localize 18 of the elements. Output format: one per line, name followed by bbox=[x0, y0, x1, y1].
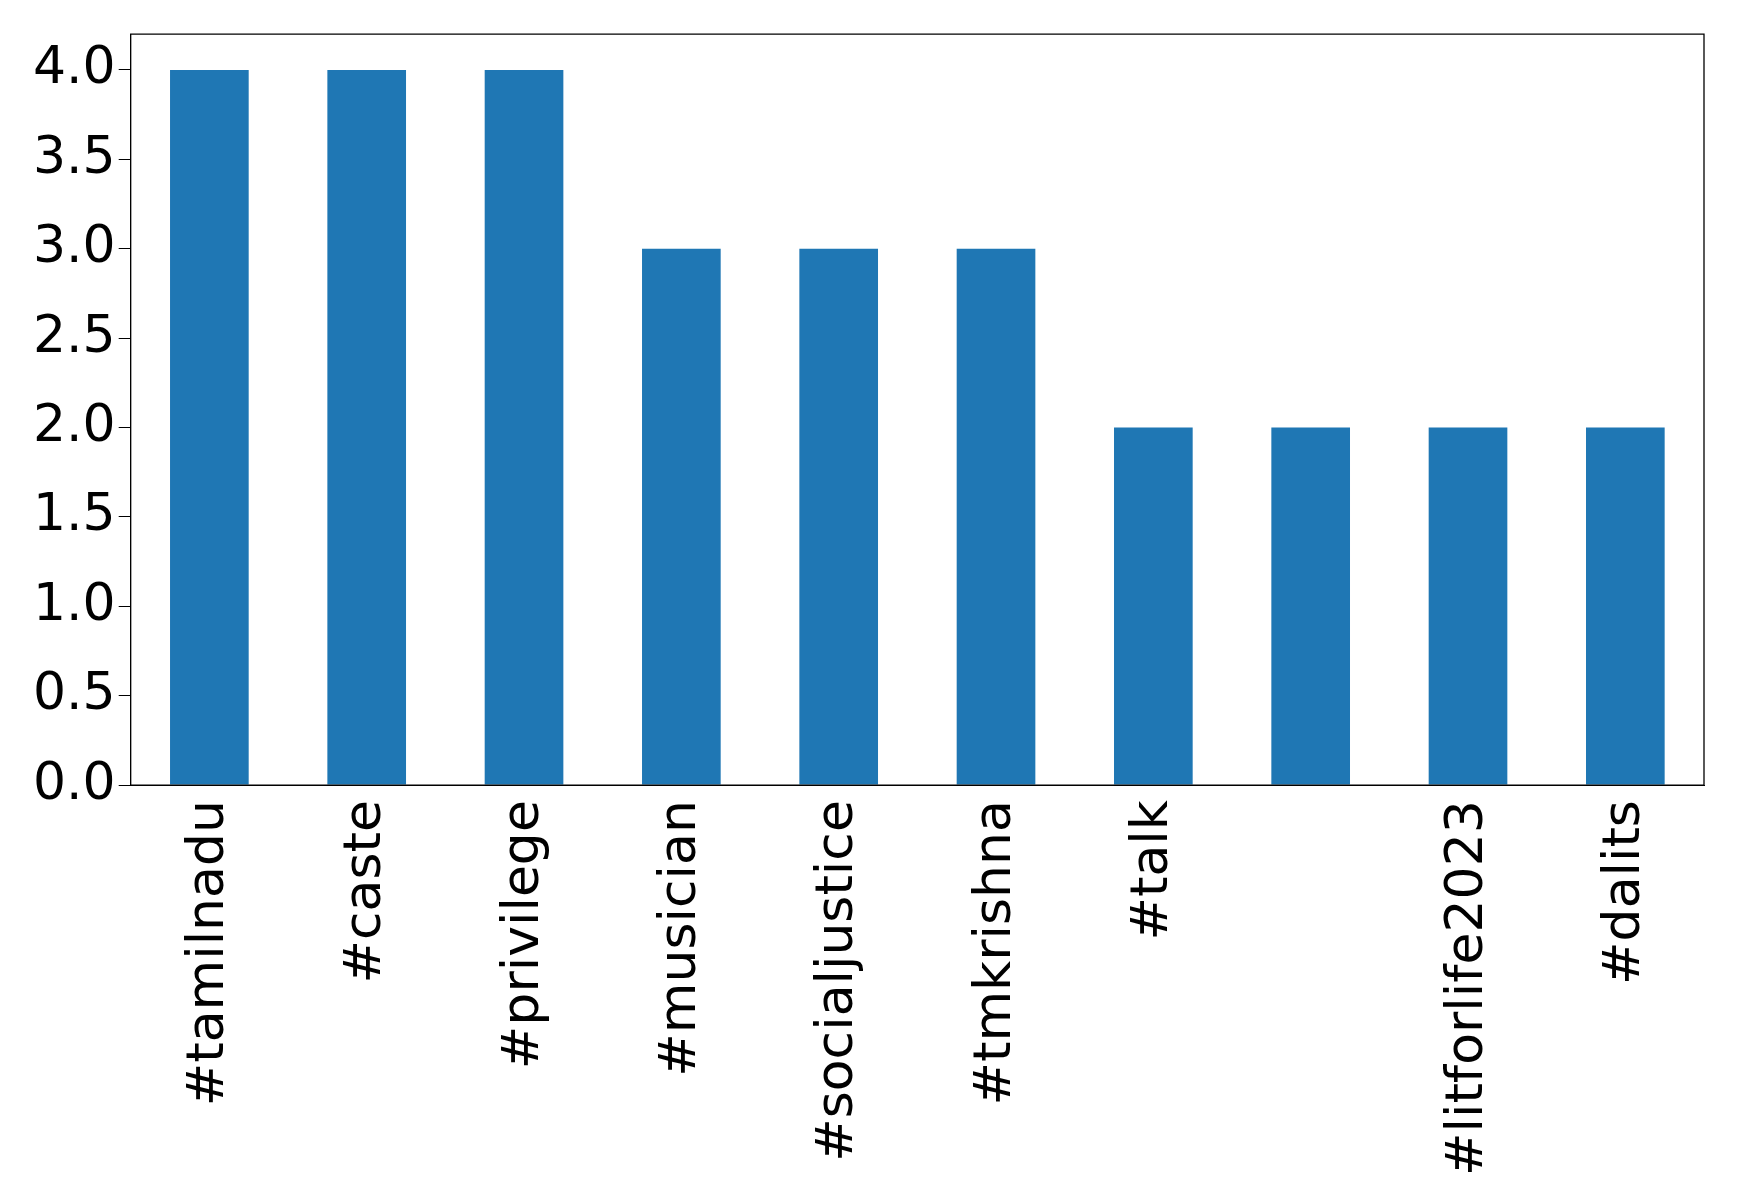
y-tick-label: 3.0 bbox=[32, 214, 116, 275]
x-tick-label: #talk bbox=[1118, 800, 1179, 941]
y-tick-label: 1.5 bbox=[32, 482, 116, 543]
y-tick-label: 2.5 bbox=[32, 303, 116, 364]
x-tick-label: #tamilnadu bbox=[174, 800, 235, 1107]
x-tick-label: #musician bbox=[646, 800, 707, 1077]
y-tick-label: 3.5 bbox=[32, 124, 116, 185]
x-tick-label: #socialjustice bbox=[804, 800, 865, 1162]
x-tick-label: #privilege bbox=[489, 800, 550, 1070]
y-tick-label: 1.0 bbox=[32, 571, 116, 632]
y-tick-label: 0.0 bbox=[32, 750, 116, 811]
y-tick-label: 0.5 bbox=[32, 661, 116, 722]
x-tick-label: #tmkrishna bbox=[961, 800, 1022, 1106]
y-tick-label: 4.0 bbox=[32, 35, 116, 96]
y-tick-label: 2.0 bbox=[32, 393, 116, 454]
x-tick-label: #litforlife2023 bbox=[1433, 800, 1494, 1177]
x-tick-label: #caste bbox=[332, 800, 393, 984]
x-tick-label: #dalits bbox=[1590, 800, 1651, 985]
